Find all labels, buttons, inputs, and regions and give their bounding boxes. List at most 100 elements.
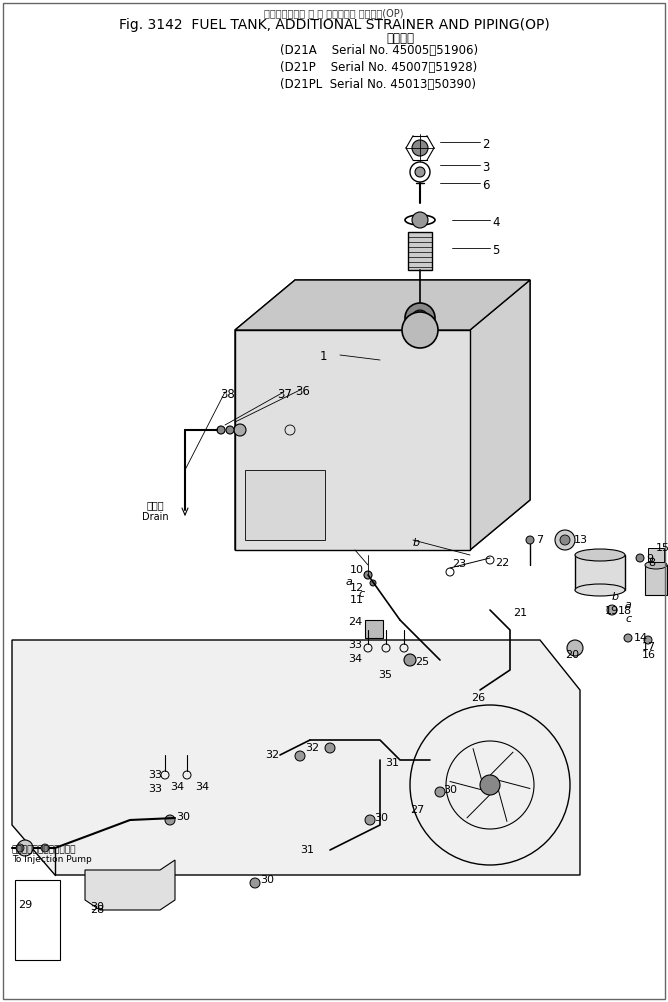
Circle shape [16,844,24,852]
Ellipse shape [575,584,625,596]
Text: 23: 23 [452,559,466,569]
Text: 24: 24 [348,617,362,627]
Text: 35: 35 [378,670,392,680]
Text: b: b [612,592,619,602]
Text: 1: 1 [320,350,327,363]
Text: 28: 28 [90,905,104,915]
Bar [645,565,667,595]
Text: 20: 20 [565,650,579,660]
Circle shape [412,140,428,156]
Text: インジェクションポンプへ
To Injection Pump: インジェクションポンプへ To Injection Pump [12,845,92,865]
Text: 32: 32 [305,743,319,753]
Text: 34: 34 [195,782,209,792]
Text: 32: 32 [265,750,279,760]
Text: 8: 8 [648,558,655,568]
Text: Fig. 3142  FUEL TANK, ADDITIONAL STRAINER AND PIPING(OP): Fig. 3142 FUEL TANK, ADDITIONAL STRAINER… [119,18,549,32]
Text: 30: 30 [90,902,104,912]
Ellipse shape [405,215,435,225]
Text: 18: 18 [618,606,632,616]
Text: 30: 30 [443,785,457,795]
Circle shape [412,212,428,228]
Text: 19: 19 [605,606,619,616]
Text: 11: 11 [350,595,364,605]
Polygon shape [85,860,175,910]
Polygon shape [470,280,530,550]
Text: 26: 26 [471,693,485,703]
Circle shape [415,167,425,177]
Bar [365,620,383,638]
Text: 25: 25 [415,657,429,667]
Text: 12: 12 [350,583,364,593]
Text: ドレン
Drain: ドレン Drain [142,500,168,522]
Circle shape [636,554,644,562]
Circle shape [365,815,375,825]
Circle shape [295,752,305,761]
Text: 10: 10 [350,565,364,575]
Text: 21: 21 [513,608,527,618]
Circle shape [607,605,617,615]
Bar [408,232,432,270]
Text: b: b [413,538,420,548]
Circle shape [234,424,246,436]
Bar [648,548,664,562]
Text: 31: 31 [300,845,314,855]
Text: 17: 17 [642,642,656,652]
Text: 30: 30 [374,813,388,823]
Text: (D21A    Serial No. 45005～51906): (D21A Serial No. 45005～51906) [280,44,478,57]
Circle shape [364,571,372,579]
Text: フェルタンク， 追 加 ストレーナ ・パイプ(OP): フェルタンク， 追 加 ストレーナ ・パイプ(OP) [265,8,403,18]
Text: 5: 5 [492,244,500,257]
Text: (D21PL  Serial No. 45013～50390): (D21PL Serial No. 45013～50390) [280,78,476,91]
Text: 22: 22 [495,558,509,568]
Text: a: a [346,577,353,587]
Circle shape [567,640,583,656]
Text: 33: 33 [348,640,362,650]
Text: 34: 34 [170,782,184,792]
Text: a: a [625,600,632,610]
Polygon shape [245,470,325,540]
Bar [575,555,625,590]
Text: 適用号機: 適用号機 [386,32,414,45]
Text: 33: 33 [148,784,162,794]
Circle shape [435,787,445,797]
Text: c: c [358,589,364,599]
Polygon shape [235,280,530,550]
Circle shape [325,743,335,753]
Circle shape [226,426,234,434]
Circle shape [410,705,570,865]
Text: 38: 38 [220,388,234,401]
Text: 34: 34 [348,654,362,664]
Circle shape [370,580,376,586]
Polygon shape [235,280,530,330]
Text: 6: 6 [482,179,490,192]
Circle shape [405,303,435,333]
Circle shape [402,312,438,348]
Text: 13: 13 [574,535,588,545]
Text: 36: 36 [295,385,310,398]
Text: 7: 7 [536,535,543,545]
Text: 4: 4 [492,216,500,229]
Circle shape [555,530,575,550]
Circle shape [412,310,428,326]
Text: 37: 37 [277,388,292,401]
Text: 30: 30 [260,875,274,885]
Circle shape [217,426,225,434]
Circle shape [17,840,33,856]
Text: 27: 27 [410,805,424,815]
Text: 16: 16 [642,650,656,660]
Circle shape [644,636,652,644]
Circle shape [41,844,49,852]
Text: 9: 9 [646,554,653,564]
Circle shape [560,535,570,545]
Circle shape [250,878,260,888]
Circle shape [480,775,500,795]
Text: 31: 31 [385,758,399,768]
Circle shape [526,536,534,544]
Text: 30: 30 [176,812,190,822]
Circle shape [165,815,175,825]
Polygon shape [12,640,580,875]
Ellipse shape [575,549,625,561]
Text: 15: 15 [656,543,668,553]
Circle shape [404,654,416,666]
Text: 29: 29 [18,900,32,910]
